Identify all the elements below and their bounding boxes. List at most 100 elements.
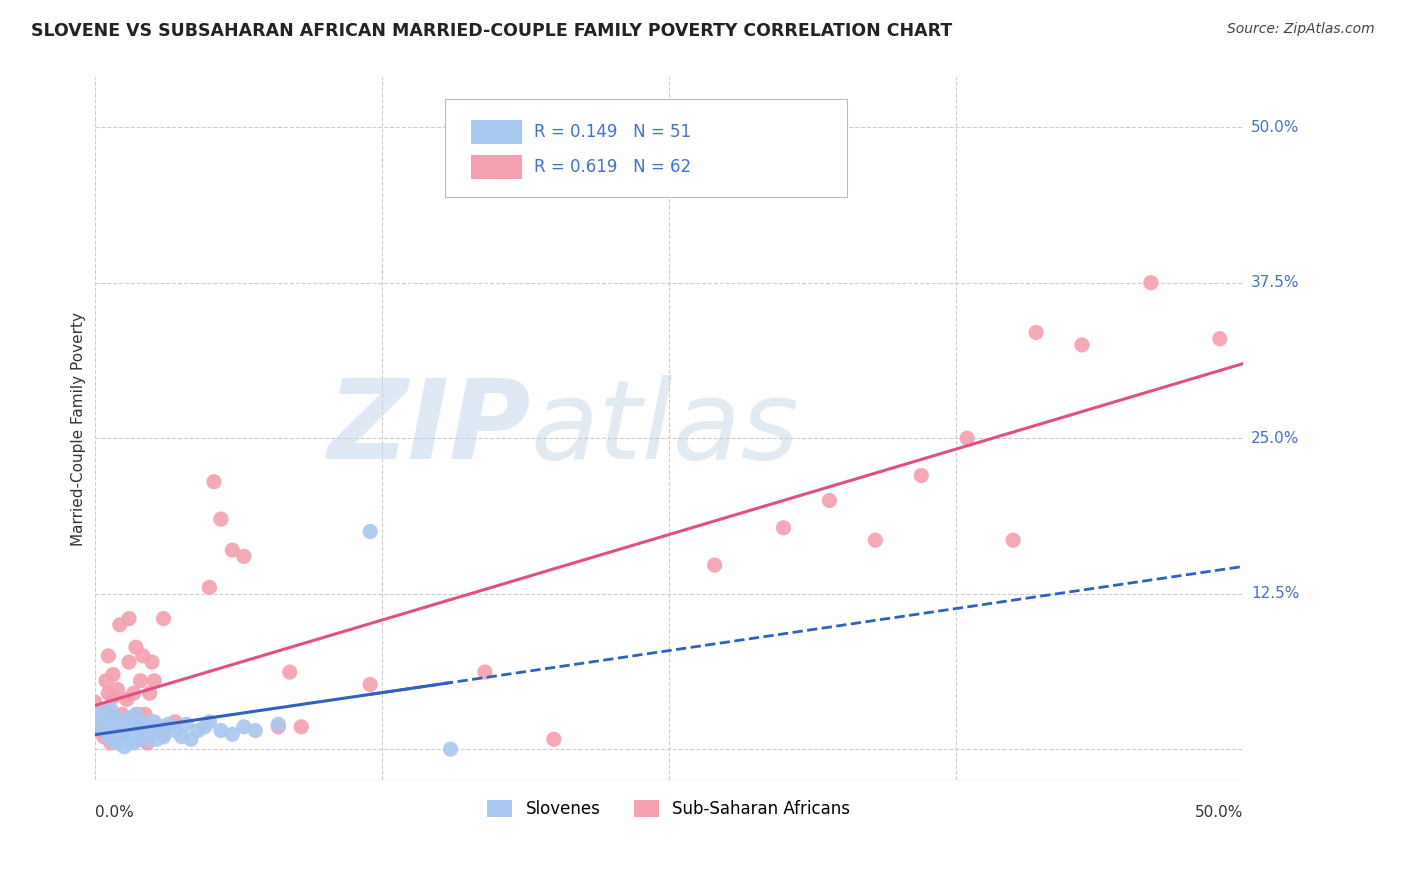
- Text: 50.0%: 50.0%: [1251, 120, 1299, 135]
- Point: [141, 655, 163, 669]
- Point: [198, 581, 221, 595]
- Point: [209, 723, 232, 738]
- Point: [148, 720, 170, 734]
- Point: [152, 727, 174, 741]
- Point: [134, 732, 156, 747]
- Point: [132, 648, 155, 663]
- Point: [101, 732, 124, 747]
- Point: [127, 707, 149, 722]
- Text: 25.0%: 25.0%: [1251, 431, 1299, 446]
- Point: [97, 730, 120, 744]
- Point: [209, 512, 232, 526]
- Point: [100, 736, 122, 750]
- Point: [122, 686, 145, 700]
- Text: atlas: atlas: [531, 376, 800, 483]
- Point: [290, 720, 312, 734]
- Point: [90, 723, 112, 738]
- Point: [245, 723, 267, 738]
- Point: [170, 730, 193, 744]
- Point: [138, 686, 160, 700]
- Point: [198, 714, 221, 729]
- Point: [152, 720, 174, 734]
- Point: [90, 720, 112, 734]
- Legend: Slovenes, Sub-Saharan Africans: Slovenes, Sub-Saharan Africans: [481, 793, 856, 825]
- Point: [107, 736, 129, 750]
- Point: [129, 673, 152, 688]
- Point: [1140, 276, 1163, 290]
- Point: [129, 732, 152, 747]
- Point: [125, 720, 148, 734]
- Point: [120, 723, 142, 738]
- Text: ZIP: ZIP: [328, 376, 531, 483]
- Point: [101, 690, 124, 704]
- Point: [1025, 326, 1047, 340]
- Point: [94, 705, 117, 719]
- Point: [163, 714, 186, 729]
- Point: [112, 739, 135, 754]
- Text: 50.0%: 50.0%: [1195, 805, 1243, 821]
- FancyBboxPatch shape: [444, 98, 846, 197]
- Point: [1002, 533, 1025, 548]
- Point: [141, 727, 163, 741]
- Text: 0.0%: 0.0%: [94, 805, 134, 821]
- Point: [108, 617, 131, 632]
- Point: [94, 673, 117, 688]
- Point: [359, 677, 381, 691]
- Point: [543, 732, 565, 747]
- Point: [112, 727, 135, 741]
- Point: [232, 549, 254, 564]
- Point: [439, 742, 461, 756]
- Point: [910, 468, 932, 483]
- Point: [956, 431, 979, 445]
- Point: [221, 543, 243, 558]
- Point: [107, 682, 129, 697]
- Point: [134, 707, 156, 722]
- Point: [118, 655, 141, 669]
- Text: R = 0.149   N = 51: R = 0.149 N = 51: [534, 123, 692, 141]
- Point: [143, 673, 166, 688]
- Point: [267, 717, 290, 731]
- Point: [107, 714, 129, 729]
- Point: [152, 730, 174, 744]
- Point: [145, 732, 167, 747]
- Point: [118, 720, 141, 734]
- Point: [100, 717, 122, 731]
- Point: [278, 665, 301, 679]
- Point: [111, 707, 134, 722]
- Point: [101, 720, 124, 734]
- Point: [83, 705, 105, 719]
- Point: [118, 611, 141, 625]
- Point: [89, 711, 111, 725]
- Point: [120, 711, 142, 725]
- Point: [267, 720, 290, 734]
- Point: [187, 723, 209, 738]
- FancyBboxPatch shape: [471, 120, 522, 145]
- Point: [93, 730, 115, 744]
- Point: [176, 717, 198, 731]
- Point: [180, 732, 202, 747]
- Point: [108, 730, 131, 744]
- Point: [104, 730, 127, 744]
- Text: 12.5%: 12.5%: [1251, 586, 1299, 601]
- Point: [865, 533, 887, 548]
- Point: [136, 720, 159, 734]
- Point: [163, 723, 186, 738]
- Point: [772, 521, 794, 535]
- Y-axis label: Married-Couple Family Poverty: Married-Couple Family Poverty: [72, 312, 86, 546]
- Point: [115, 692, 138, 706]
- Text: Source: ZipAtlas.com: Source: ZipAtlas.com: [1227, 22, 1375, 37]
- Point: [107, 723, 129, 738]
- Point: [359, 524, 381, 539]
- Point: [232, 720, 254, 734]
- Point: [118, 732, 141, 747]
- Point: [157, 717, 180, 731]
- Point: [97, 686, 120, 700]
- Point: [89, 714, 111, 729]
- FancyBboxPatch shape: [471, 155, 522, 179]
- Point: [127, 730, 149, 744]
- Point: [129, 714, 152, 729]
- Point: [474, 665, 496, 679]
- Point: [125, 640, 148, 655]
- Point: [818, 493, 841, 508]
- Point: [104, 711, 127, 725]
